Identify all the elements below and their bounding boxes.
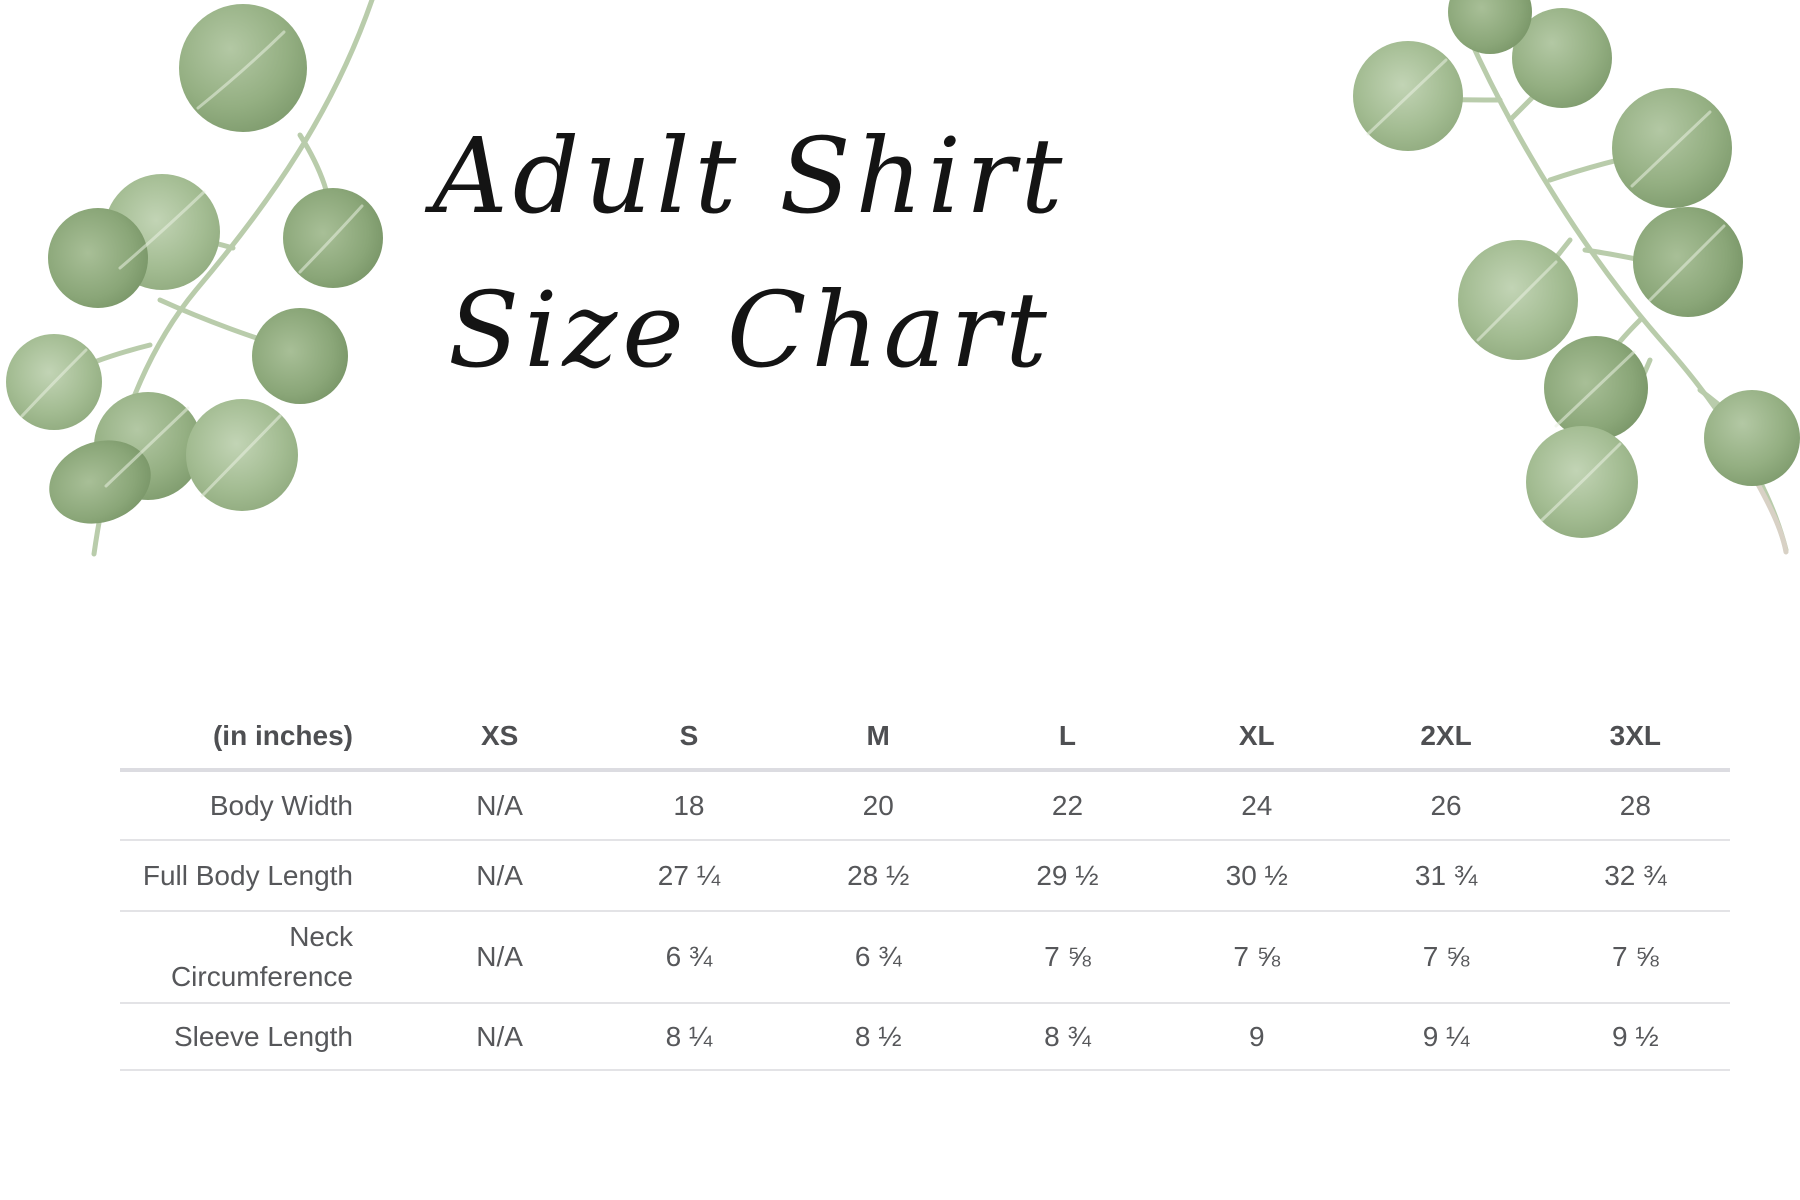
cell: N/A [405,770,595,841]
cell: 9 ½ [1540,1003,1730,1071]
cell: 30 ½ [1162,840,1352,912]
cell: N/A [405,911,595,1004]
table-row-sleeve-length: Sleeve Length N/A 8 ¼ 8 ½ 8 ¾ 9 9 ¼ 9 ½ [120,1003,1730,1071]
cell: 28 ½ [783,840,973,912]
cell: 18 [594,770,784,841]
cell: 31 ¾ [1351,840,1541,912]
cell: 24 [1162,770,1352,841]
cell: 6 ¾ [783,911,973,1004]
cell: 20 [783,770,973,841]
cell: 7 ⅝ [1351,911,1541,1004]
unit-note: (in inches) [120,664,405,772]
cell: 8 ¾ [972,1003,1163,1071]
col-header-2xl: 2XL [1351,664,1541,772]
cell: N/A [405,1003,595,1071]
cell: 8 ¼ [594,1003,784,1071]
row-label: Sleeve Length [120,1003,405,1071]
table-row-body-width: Body Width N/A 18 20 22 24 26 28 [120,770,1730,841]
row-label: Body Width [120,770,405,841]
col-header-xs: XS [405,664,595,772]
table-row-neck-circumference: Neck Circumference N/A 6 ¾ 6 ¾ 7 ⅝ 7 ⅝ 7… [120,911,1730,1004]
cell: 7 ⅝ [1162,911,1352,1004]
eucalyptus-branch-right-icon [1353,0,1800,555]
cell: N/A [405,840,595,912]
page-title: Adult Shirt Size Chart [330,100,1170,408]
row-label: Full Body Length [120,840,405,912]
col-header-m: M [783,664,973,772]
title-line-1: Adult Shirt [432,115,1068,237]
title-line-2: Size Chart [448,268,1052,391]
cell: 8 ½ [783,1003,973,1071]
col-header-s: S [594,664,784,772]
size-table: (in inches) XS S M L XL 2XL 3XL Body Wid… [120,664,1730,1071]
table-header-row: (in inches) XS S M L XL 2XL 3XL [120,664,1730,772]
table-row-full-body-length: Full Body Length N/A 27 ¼ 28 ½ 29 ½ 30 ½… [120,840,1730,912]
col-header-3xl: 3XL [1540,664,1730,772]
cell: 29 ½ [972,840,1163,912]
cell: 27 ¼ [594,840,784,912]
row-label: Neck Circumference [120,911,405,1004]
cell: 6 ¾ [594,911,784,1004]
cell: 9 [1162,1003,1352,1071]
cell: 7 ⅝ [1540,911,1730,1004]
col-header-l: L [972,664,1163,772]
cell: 9 ¼ [1351,1003,1541,1071]
cell: 26 [1351,770,1541,841]
cell: 32 ¾ [1540,840,1730,912]
col-header-xl: XL [1162,664,1352,772]
cell: 28 [1540,770,1730,841]
cell: 7 ⅝ [972,911,1163,1004]
cell: 22 [972,770,1163,841]
